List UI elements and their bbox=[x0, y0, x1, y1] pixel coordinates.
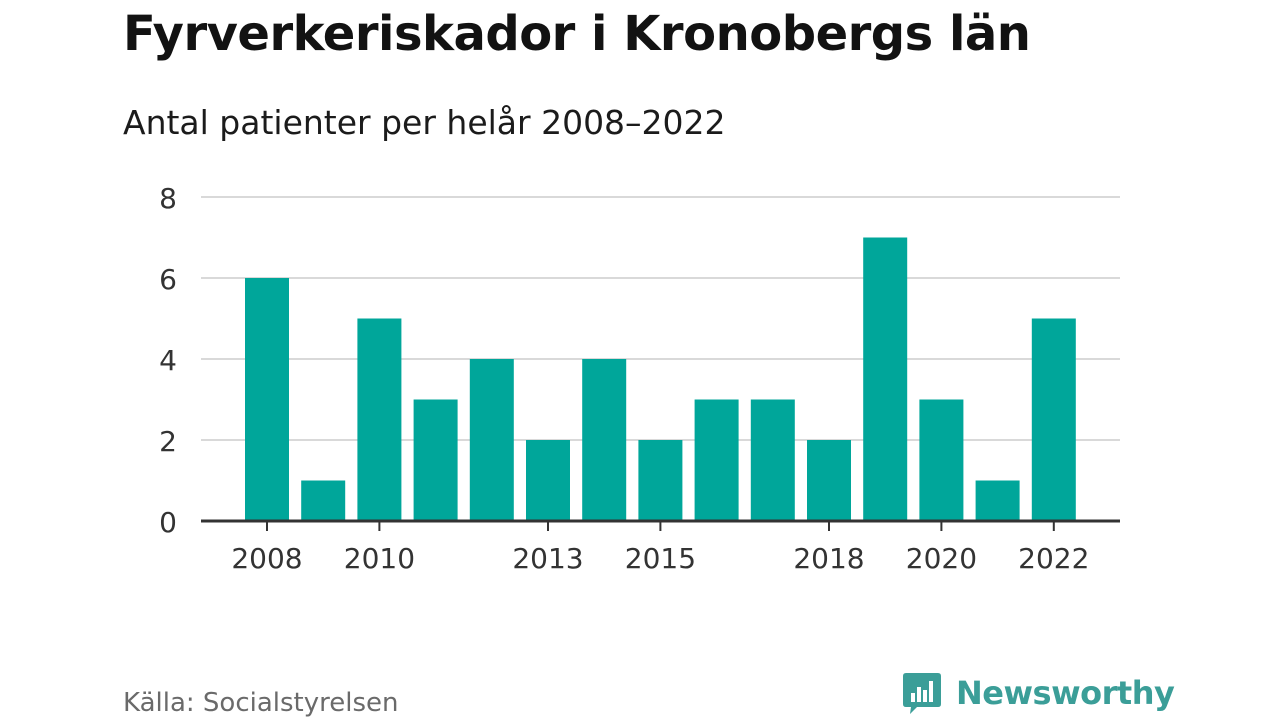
x-tick-label: 2010 bbox=[344, 542, 415, 575]
bar-2021 bbox=[975, 480, 1020, 521]
x-tick-label: 2022 bbox=[1018, 542, 1089, 575]
bar-2011 bbox=[413, 399, 458, 521]
x-tick-label: 2020 bbox=[906, 542, 977, 575]
y-tick-label: 2 bbox=[159, 425, 177, 458]
y-tick-label: 0 bbox=[159, 506, 177, 539]
bar-2010 bbox=[357, 318, 402, 521]
source-note: Källa: Socialstyrelsen bbox=[123, 688, 399, 718]
y-tick-label: 4 bbox=[159, 344, 177, 377]
chart-title: Fyrverkeriskador i Kronobergs län bbox=[123, 6, 1031, 62]
bar-2020 bbox=[919, 399, 964, 521]
bar-2016 bbox=[694, 399, 739, 521]
bars bbox=[245, 237, 1076, 521]
axes: 0 2 4 6 8 2008 2010 2013 2015 2018 2020 2022 bbox=[159, 182, 1120, 575]
bar-2008 bbox=[245, 278, 289, 521]
chart-subtitle: Antal patienter per helår 2008–2022 bbox=[123, 103, 726, 142]
y-tick-label: 8 bbox=[159, 182, 177, 215]
bar-2015 bbox=[638, 440, 683, 521]
newsworthy-logo: Newsworthy bbox=[902, 669, 1175, 717]
bar-2014 bbox=[582, 359, 627, 521]
x-tick-label: 2013 bbox=[512, 542, 583, 575]
bar-2012 bbox=[469, 359, 514, 521]
x-tick-label: 2018 bbox=[793, 542, 864, 575]
bar-2019 bbox=[863, 237, 908, 521]
gridlines bbox=[201, 196, 1120, 441]
x-tick-label: 2015 bbox=[625, 542, 696, 575]
bar-chart-logo-icon bbox=[903, 673, 941, 714]
bar-2022 bbox=[1031, 318, 1076, 521]
x-tick-label: 2008 bbox=[231, 542, 302, 575]
bar-2013 bbox=[526, 440, 570, 521]
brand-name: Newsworthy bbox=[956, 674, 1175, 712]
bar-2009 bbox=[301, 480, 346, 521]
bar-2018 bbox=[807, 440, 851, 521]
bar-2017 bbox=[750, 399, 795, 521]
y-tick-label: 6 bbox=[159, 263, 177, 296]
